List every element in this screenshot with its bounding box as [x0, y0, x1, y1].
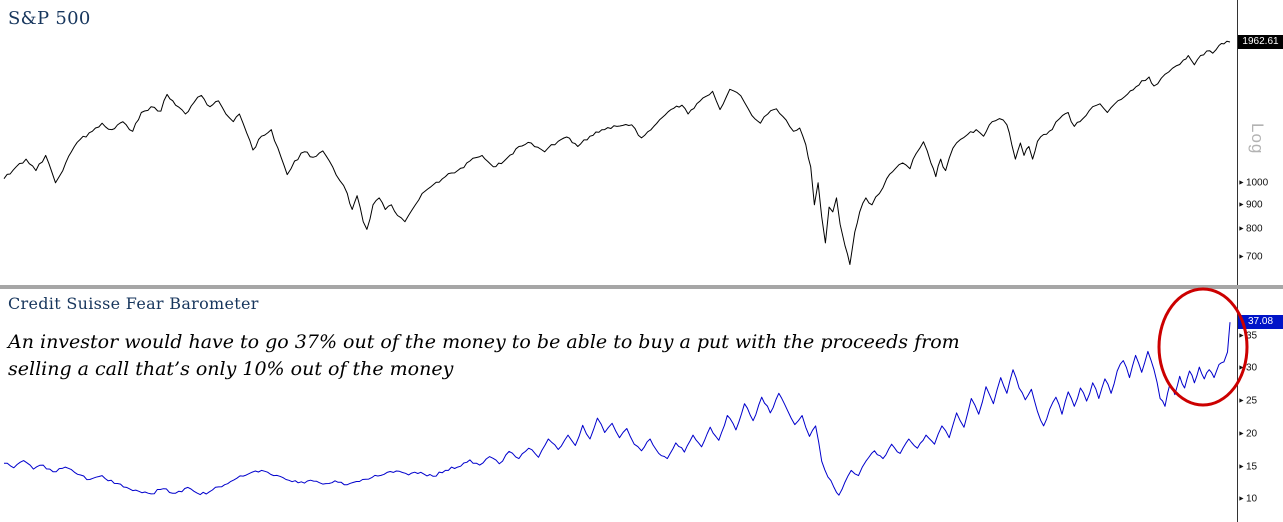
- panel-divider: [0, 285, 1283, 289]
- annotation-line-2: selling a call that’s only 10% out of th…: [8, 358, 454, 380]
- sp500-panel-title: S&P 500: [8, 8, 91, 29]
- fear-last-price-badge: 37.08: [1238, 315, 1283, 330]
- sp500-price-line: [3, 40, 1231, 265]
- fear-panel-title: Credit Suisse Fear Barometer: [8, 294, 259, 313]
- annotation-line-1: An investor would have to go 37% out of …: [8, 331, 960, 353]
- log-scale-label: Log: [1248, 123, 1267, 155]
- fear-barometer-line: [4, 322, 1231, 496]
- fear-annotation-text: An investor would have to go 37% out of …: [8, 329, 960, 383]
- sp500-last-price-badge: 1962.61: [1238, 35, 1283, 49]
